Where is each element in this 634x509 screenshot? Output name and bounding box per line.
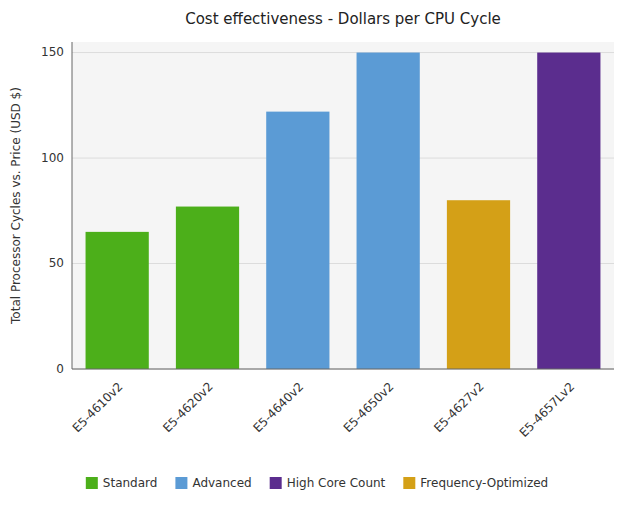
legend-item: High Core Count <box>270 476 386 490</box>
legend-label: Advanced <box>192 476 251 490</box>
chart-svg: 0 50 100 150 E5-4610v2 E5-4620v2 E5-4640v2 E5-4… <box>0 0 634 509</box>
legend-item: Advanced <box>175 476 251 490</box>
grid-line <box>72 158 614 159</box>
y-tick-label: 50 <box>49 256 64 270</box>
x-tick-label: E5-4610v2 <box>70 379 126 435</box>
x-tick-label: E5-4627v2 <box>431 379 487 435</box>
legend: Standard Advanced High Core Count Frequency… <box>86 476 548 490</box>
legend-swatch <box>175 477 187 489</box>
legend-label: Frequency-Optimized <box>420 476 548 490</box>
plot-background <box>72 42 614 369</box>
bar <box>447 200 510 369</box>
grid-line <box>72 263 614 264</box>
grid-line <box>72 52 614 53</box>
bar <box>266 112 329 369</box>
bar <box>86 232 149 369</box>
x-tick-label: E5-4657Lv2 <box>517 379 577 439</box>
y-axis-label: Total Processor Cycles vs. Price (USD $) <box>9 87 23 325</box>
y-axis-line <box>72 42 73 369</box>
chart-title: Cost effectiveness - Dollars per CPU Cyc… <box>185 10 501 28</box>
bar <box>176 207 239 369</box>
bars <box>86 53 601 369</box>
x-axis-line <box>72 369 614 370</box>
legend-item: Standard <box>86 476 158 490</box>
bar <box>357 53 420 369</box>
chart-container: 0 50 100 150 E5-4610v2 E5-4620v2 E5-4640v2 E5-4… <box>0 0 634 509</box>
legend-swatch <box>403 477 415 489</box>
legend-label: High Core Count <box>287 476 386 490</box>
y-tick-label: 0 <box>56 362 64 376</box>
grid-line <box>72 369 614 370</box>
legend-label: Standard <box>103 476 158 490</box>
x-tick-label: E5-4640v2 <box>250 379 306 435</box>
y-tick-label: 100 <box>41 151 64 165</box>
y-tick-label: 150 <box>41 45 64 59</box>
x-tick-label: E5-4620v2 <box>160 379 216 435</box>
legend-swatch <box>270 477 282 489</box>
legend-swatch <box>86 477 98 489</box>
x-tick-label: E5-4650v2 <box>341 379 397 435</box>
legend-item: Frequency-Optimized <box>403 476 548 490</box>
bar <box>537 53 600 369</box>
